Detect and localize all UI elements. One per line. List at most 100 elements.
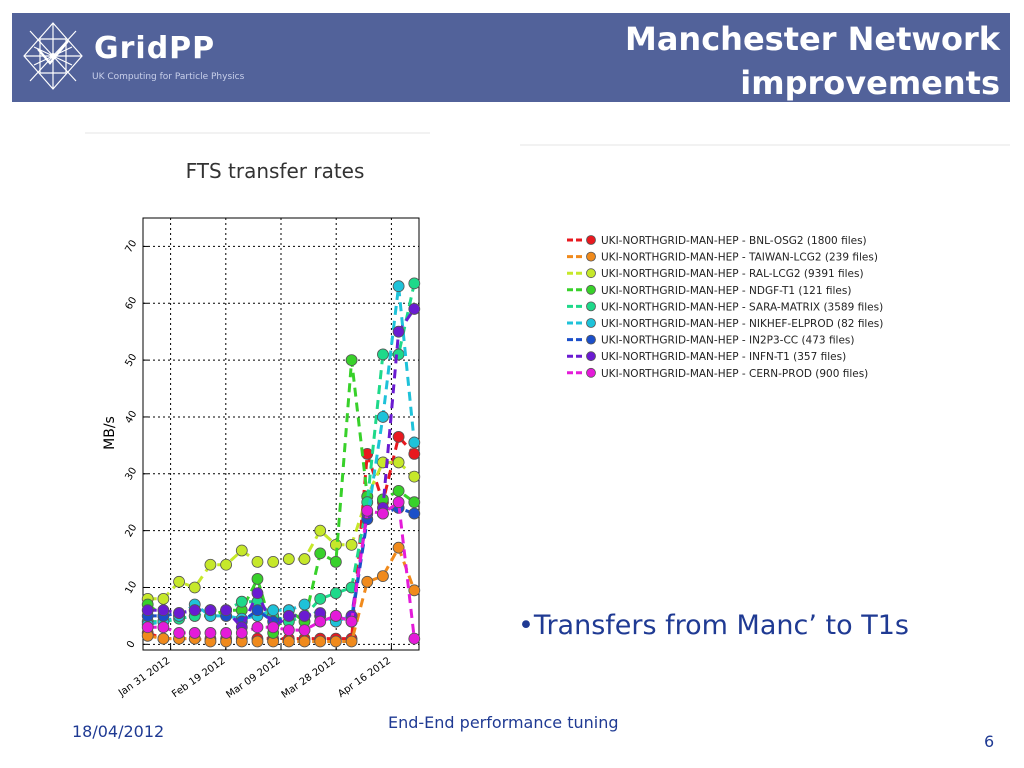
data-point (392, 325, 405, 338)
data-point (392, 280, 405, 293)
data-point (157, 604, 170, 617)
fts-chart: FTS transfer rates 0 10 20 30 40 50 60 70 Jan 3… (80, 130, 1020, 710)
data-point (408, 496, 421, 509)
data-point (141, 621, 154, 634)
logo-name: GridPP (94, 31, 216, 66)
data-point (314, 635, 327, 648)
legend-label: UKI-NORTHGRID-MAN-HEP - INFN-T1 (357 fil… (601, 351, 846, 363)
legend-label: UKI-NORTHGRID-MAN-HEP - TAIWAN-LCG2 (239… (601, 252, 878, 264)
data-point (314, 547, 327, 560)
data-point (329, 609, 342, 622)
legend-swatch-marker (586, 351, 596, 362)
data-point (392, 541, 405, 554)
data-point (377, 348, 389, 361)
data-point (251, 555, 264, 568)
data-point (235, 595, 248, 608)
legend-swatch-marker (586, 367, 596, 378)
data-point (361, 504, 374, 517)
data-point (345, 635, 358, 648)
data-point (220, 604, 233, 617)
legend-entry: UKI-NORTHGRID-MAN-HEP - TAIWAN-LCG2 (239… (567, 252, 878, 264)
legend-entry: UKI-NORTHGRID-MAN-HEP - NDGF-T1 (121 fil… (567, 285, 851, 297)
legend-swatch-marker (586, 334, 596, 345)
slide-header: GridPP UK Computing for Particle Physics… (12, 13, 1010, 102)
legend-entry: UKI-NORTHGRID-MAN-HEP - NIKHEF-ELPROD (8… (567, 318, 883, 330)
data-point (329, 555, 342, 568)
legend-entry: UKI-NORTHGRID-MAN-HEP - INFN-T1 (357 fil… (567, 351, 846, 363)
data-point (298, 553, 311, 565)
data-point (392, 430, 405, 443)
data-point (298, 635, 311, 648)
data-point (329, 635, 342, 648)
data-point (361, 575, 374, 588)
data-point (157, 632, 170, 645)
chart-gridlines (143, 218, 419, 650)
legend-swatch-marker (586, 251, 596, 262)
data-point (282, 553, 295, 565)
data-point (392, 456, 405, 469)
slide-title-line-1: Manchester Network (624, 20, 1000, 58)
data-point (251, 635, 264, 648)
data-point (298, 598, 311, 611)
data-point (377, 507, 389, 520)
legend-label: UKI-NORTHGRID-MAN-HEP - CERN-PROD (900 f… (601, 368, 868, 380)
legend-swatch-marker (586, 268, 596, 279)
legend-entry: UKI-NORTHGRID-MAN-HEP - RAL-LCG2 (9391 f… (567, 268, 864, 280)
data-point (173, 627, 185, 639)
data-point (345, 538, 358, 551)
data-point (282, 635, 295, 648)
data-point (329, 587, 342, 600)
logo-tagline: UK Computing for Particle Physics (92, 72, 245, 82)
chart-title: FTS transfer rates (186, 159, 365, 183)
data-point (314, 592, 327, 605)
data-point (251, 573, 264, 585)
legend-swatch-marker (586, 284, 596, 295)
data-point (408, 507, 421, 520)
data-point (267, 604, 280, 617)
data-point (220, 558, 233, 571)
data-point (377, 411, 389, 423)
data-point (392, 496, 405, 509)
data-point (141, 604, 154, 617)
legend-entry: UKI-NORTHGRID-MAN-HEP - BNL-OSG2 (1800 f… (567, 235, 867, 247)
data-point (267, 555, 280, 568)
legend-label: UKI-NORTHGRID-MAN-HEP - NDGF-T1 (121 fil… (601, 285, 851, 297)
data-point (173, 607, 185, 619)
legend-entry: UKI-NORTHGRID-MAN-HEP - SARA-MATRIX (358… (567, 301, 883, 313)
legend-swatch-marker (586, 318, 596, 328)
data-point (267, 621, 280, 634)
slide-title: Manchester Network improvements (480, 17, 1000, 105)
data-point (188, 581, 201, 594)
data-point (408, 447, 421, 460)
data-point (408, 277, 421, 290)
data-point (345, 615, 358, 628)
legend-label: UKI-NORTHGRID-MAN-HEP - NIKHEF-ELPROD (8… (601, 318, 883, 330)
chart-series (141, 277, 421, 648)
data-point (251, 587, 264, 600)
data-point (408, 303, 421, 315)
legend-swatch-marker (586, 301, 596, 312)
bullet-transfers: •Transfers from Manc’ to T1s (518, 610, 909, 641)
legend-swatch-marker (586, 235, 596, 245)
y-axis-label: MB/s (102, 416, 118, 450)
data-point (251, 604, 264, 617)
data-point (235, 627, 248, 639)
data-point (157, 621, 170, 634)
data-point (235, 544, 248, 557)
data-point (408, 584, 421, 597)
series-8 (141, 496, 421, 645)
data-point (314, 615, 327, 628)
footer-title: End-End performance tuning (388, 713, 619, 732)
data-point (298, 609, 311, 622)
data-point (188, 604, 201, 617)
data-point (408, 436, 421, 449)
data-point (298, 624, 311, 637)
data-point (173, 575, 185, 588)
legend-label: UKI-NORTHGRID-MAN-HEP - BNL-OSG2 (1800 f… (601, 235, 867, 247)
data-point (157, 592, 170, 605)
legend-label: UKI-NORTHGRID-MAN-HEP - RAL-LCG2 (9391 f… (601, 268, 864, 280)
data-point (392, 484, 405, 497)
data-point (408, 632, 421, 645)
data-point (282, 609, 295, 622)
